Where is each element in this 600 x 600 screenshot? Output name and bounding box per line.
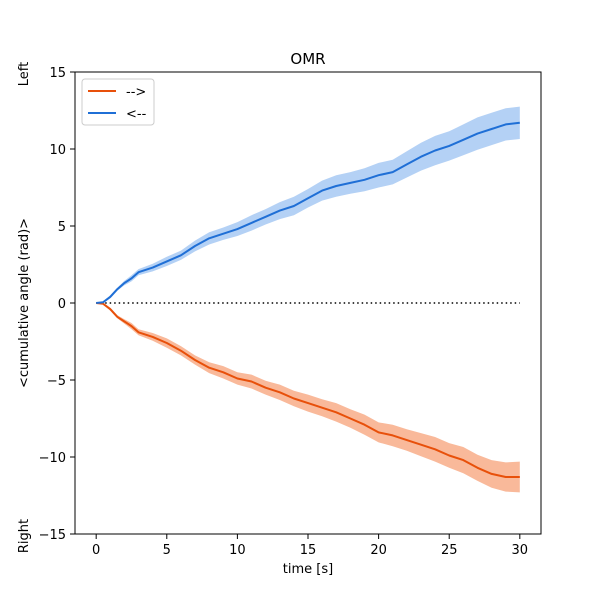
line-series-0 <box>96 302 520 478</box>
x-axis-ticks: 0 5 10 15 20 25 30 <box>92 534 528 558</box>
y-tick-label: 15 <box>49 66 66 81</box>
confidence-bands <box>96 106 520 493</box>
y-tick-label: −10 <box>39 451 66 466</box>
y-tick-label: −15 <box>39 528 66 543</box>
x-tick-label: 5 <box>163 543 171 558</box>
y-axis-top-label: Left <box>17 62 32 86</box>
y-tick-label: 10 <box>49 143 66 158</box>
x-tick-label: 0 <box>92 543 100 558</box>
x-tick-label: 30 <box>512 543 529 558</box>
y-tick-label: 0 <box>58 297 66 312</box>
x-tick-label: 20 <box>370 543 387 558</box>
x-tick-label: 10 <box>229 543 246 558</box>
legend-label-left: <-- <box>126 107 147 122</box>
x-tick-label: 15 <box>300 543 317 558</box>
band-series-0 <box>96 303 520 493</box>
x-tick-label: 25 <box>441 543 458 558</box>
band-series-1 <box>96 106 520 303</box>
series-lines <box>96 121 520 478</box>
y-axis-ticks: −15 −10 −5 0 5 10 15 <box>39 66 75 543</box>
line-series-1 <box>96 121 520 304</box>
chart-title: OMR <box>290 50 325 68</box>
legend: --> <-- <box>81 78 155 126</box>
legend-label-right: --> <box>126 85 146 100</box>
y-tick-label: 5 <box>58 220 66 235</box>
x-axis-label: time [s] <box>283 562 333 577</box>
y-tick-label: −5 <box>47 374 66 389</box>
y-axis-label: <cumulative angle (rad)> <box>17 218 32 388</box>
y-axis-bottom-label: Right <box>17 519 32 553</box>
